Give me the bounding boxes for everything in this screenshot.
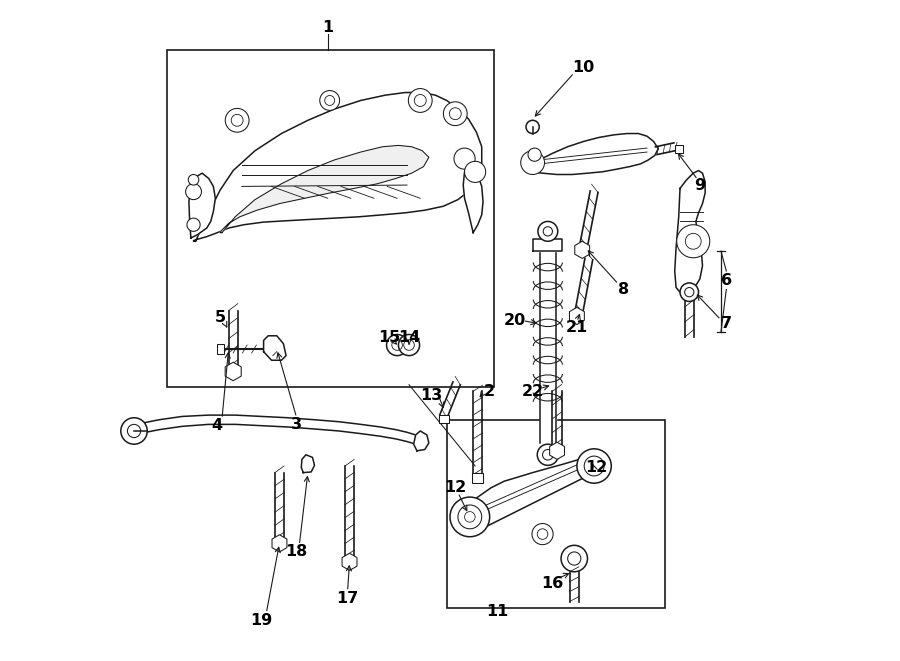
Text: 11: 11 <box>487 604 508 619</box>
Polygon shape <box>220 145 428 233</box>
Circle shape <box>577 449 611 483</box>
Text: 14: 14 <box>398 330 420 344</box>
Text: 18: 18 <box>285 545 308 559</box>
Circle shape <box>121 418 148 444</box>
Bar <box>167 50 494 387</box>
Circle shape <box>532 524 554 545</box>
Circle shape <box>450 497 490 537</box>
Circle shape <box>188 175 199 185</box>
Circle shape <box>561 545 588 572</box>
Text: 4: 4 <box>212 418 223 433</box>
Circle shape <box>320 91 339 110</box>
Text: 9: 9 <box>694 178 706 192</box>
Circle shape <box>399 334 419 356</box>
Polygon shape <box>414 431 428 451</box>
Text: 1: 1 <box>322 20 333 35</box>
Polygon shape <box>570 307 584 325</box>
Polygon shape <box>189 173 215 238</box>
Text: 7: 7 <box>721 317 732 331</box>
Circle shape <box>187 218 200 231</box>
Polygon shape <box>194 93 482 241</box>
Bar <box>439 415 449 423</box>
Polygon shape <box>302 455 314 473</box>
Text: 13: 13 <box>420 388 443 403</box>
Text: 21: 21 <box>566 320 588 334</box>
Bar <box>217 344 224 354</box>
Circle shape <box>677 225 710 258</box>
Polygon shape <box>272 535 287 552</box>
Text: 15: 15 <box>378 330 400 344</box>
Text: 12: 12 <box>445 481 466 495</box>
Text: 6: 6 <box>721 274 732 288</box>
Circle shape <box>409 89 432 112</box>
Polygon shape <box>264 336 286 360</box>
Polygon shape <box>455 457 597 532</box>
Bar <box>675 145 683 153</box>
Circle shape <box>538 221 558 241</box>
Bar <box>472 473 483 483</box>
Text: 5: 5 <box>214 310 226 325</box>
Circle shape <box>185 184 202 200</box>
Circle shape <box>528 148 541 161</box>
Text: 10: 10 <box>572 60 595 75</box>
Polygon shape <box>675 171 705 292</box>
Text: 19: 19 <box>250 613 273 627</box>
Text: 17: 17 <box>337 591 359 605</box>
Circle shape <box>386 334 408 356</box>
Circle shape <box>526 120 539 134</box>
Circle shape <box>225 108 249 132</box>
Text: 8: 8 <box>617 282 629 297</box>
Polygon shape <box>225 362 241 381</box>
Text: 22: 22 <box>521 384 544 399</box>
Circle shape <box>458 505 482 529</box>
Circle shape <box>537 444 558 465</box>
Polygon shape <box>540 251 556 443</box>
Polygon shape <box>526 134 658 175</box>
Polygon shape <box>534 239 562 251</box>
Polygon shape <box>575 241 590 258</box>
Polygon shape <box>550 442 564 459</box>
Circle shape <box>584 456 604 476</box>
Text: 12: 12 <box>586 461 608 475</box>
Bar <box>446 420 665 608</box>
Circle shape <box>521 151 544 175</box>
Text: 20: 20 <box>504 313 526 328</box>
Circle shape <box>464 161 486 182</box>
Circle shape <box>444 102 467 126</box>
Text: 16: 16 <box>541 576 563 590</box>
Circle shape <box>680 283 698 301</box>
Text: 2: 2 <box>484 384 495 399</box>
Polygon shape <box>464 167 483 233</box>
Polygon shape <box>342 553 357 570</box>
Circle shape <box>464 512 475 522</box>
Circle shape <box>454 148 475 169</box>
Text: 3: 3 <box>291 417 302 432</box>
